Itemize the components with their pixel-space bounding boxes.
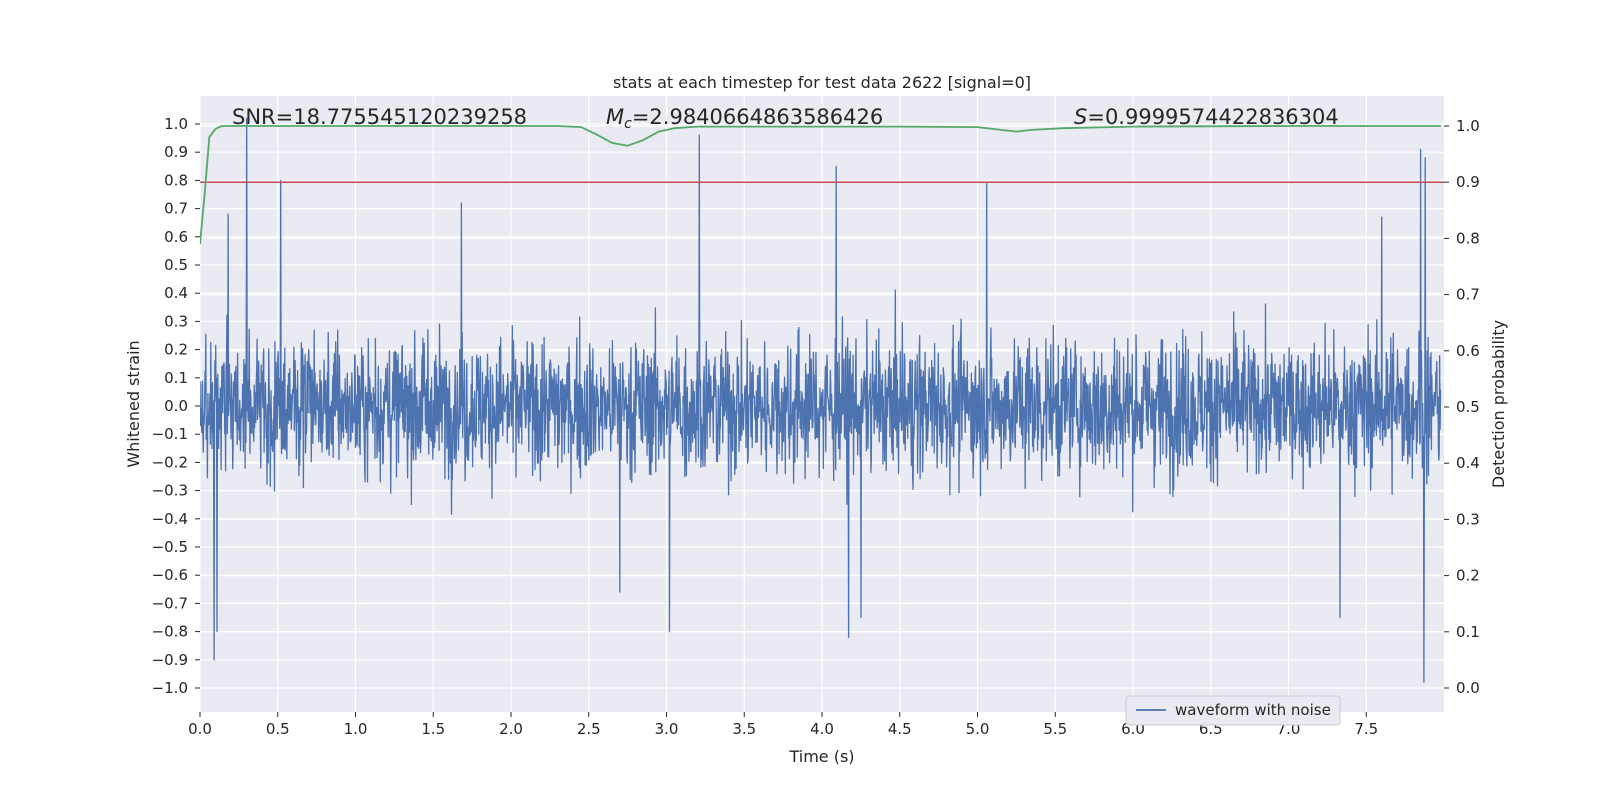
x-tick-label: 0.0 — [188, 720, 212, 738]
x-tick-label: 2.0 — [499, 720, 523, 738]
y2-tick-label: 0.9 — [1456, 173, 1480, 191]
mc-value: =2.9840664863586426 — [632, 105, 883, 129]
chart-title: stats at each timestep for test data 262… — [613, 73, 1031, 92]
y-tick-label: 0.5 — [164, 256, 188, 274]
x-tick-label: 7.5 — [1354, 720, 1378, 738]
s-value: =0.9999574422836304 — [1087, 105, 1338, 129]
y-tick-label: 0.2 — [164, 341, 188, 359]
s-annotation: S=0.9999574422836304 — [1074, 105, 1339, 129]
y-tick-label: −0.2 — [152, 453, 188, 471]
y2-axis-ticks: 1.0 0.9 0.8 0.7 0.6 0.5 0.4 0.3 0.2 0.1 0.0 — [1444, 117, 1480, 697]
y2-tick-label: 0.7 — [1456, 286, 1480, 304]
y-tick-label: −0.4 — [152, 510, 188, 528]
y2-tick-label: 0.5 — [1456, 398, 1480, 416]
y2-tick-label: 1.0 — [1456, 117, 1480, 135]
legend: waveform with noise — [1125, 695, 1341, 726]
y2-tick-label: 0.8 — [1456, 229, 1480, 247]
y2-axis-label: Detection probability — [1489, 320, 1508, 488]
x-tick-label: 4.0 — [810, 720, 834, 738]
legend-label: waveform with noise — [1175, 701, 1331, 719]
s-symbol: S — [1074, 105, 1087, 129]
y2-tick-label: 0.1 — [1456, 623, 1480, 641]
y-tick-label: 0.9 — [164, 143, 188, 161]
x-tick-label: 4.5 — [888, 720, 912, 738]
probability-series — [200, 125, 1441, 245]
mc-symbol: M — [606, 105, 624, 129]
y-axis-ticks: 1.0 0.9 0.8 0.7 0.6 0.5 0.4 0.3 0.2 0.1 0.0 −0.1 −0.… — [152, 115, 200, 697]
snr-annotation: SNR=18.775545120239258 — [232, 105, 527, 129]
y-tick-label: 0.6 — [164, 228, 188, 246]
x-tick-label: 0.5 — [266, 720, 290, 738]
y2-tick-label: 0.2 — [1456, 567, 1480, 585]
x-axis-label: Time (s) — [788, 747, 854, 766]
y-tick-label: −0.6 — [152, 566, 188, 584]
waveform-line — [200, 117, 1442, 684]
y-tick-label: 0.0 — [164, 397, 188, 415]
y-tick-label: 0.7 — [164, 200, 188, 218]
x-tick-label: 1.0 — [344, 720, 368, 738]
y-axis-label: Whitened strain — [124, 340, 143, 467]
x-tick-label: 1.5 — [421, 720, 445, 738]
mc-annotation: Mc=2.9840664863586426 — [606, 105, 883, 132]
y-tick-label: 0.3 — [164, 312, 188, 330]
y-tick-label: 1.0 — [164, 115, 188, 133]
legend-box — [1125, 695, 1341, 726]
y2-tick-label: 0.6 — [1456, 342, 1480, 360]
y-tick-label: −0.8 — [152, 623, 188, 641]
y-tick-label: −0.1 — [152, 425, 188, 443]
y-tick-label: −0.7 — [152, 594, 188, 612]
x-tick-label: 3.0 — [655, 720, 679, 738]
y-tick-label: 0.8 — [164, 171, 188, 189]
probability-line — [200, 125, 1441, 245]
y-tick-label: 0.4 — [164, 284, 188, 302]
y-tick-label: −1.0 — [152, 679, 188, 697]
y-tick-label: 0.1 — [164, 369, 188, 387]
y-tick-label: −0.5 — [152, 538, 188, 556]
y2-tick-label: 0.0 — [1456, 679, 1480, 697]
x-tick-label: 2.5 — [577, 720, 601, 738]
waveform-series — [200, 117, 1442, 684]
x-tick-label: 5.0 — [966, 720, 990, 738]
y-tick-label: −0.3 — [152, 482, 188, 500]
mc-subscript: c — [624, 116, 632, 132]
x-tick-label: 3.5 — [732, 720, 756, 738]
y2-tick-label: 0.3 — [1456, 510, 1480, 528]
x-tick-label: 5.5 — [1043, 720, 1067, 738]
y-tick-label: −0.9 — [152, 651, 188, 669]
y2-tick-label: 0.4 — [1456, 454, 1480, 472]
